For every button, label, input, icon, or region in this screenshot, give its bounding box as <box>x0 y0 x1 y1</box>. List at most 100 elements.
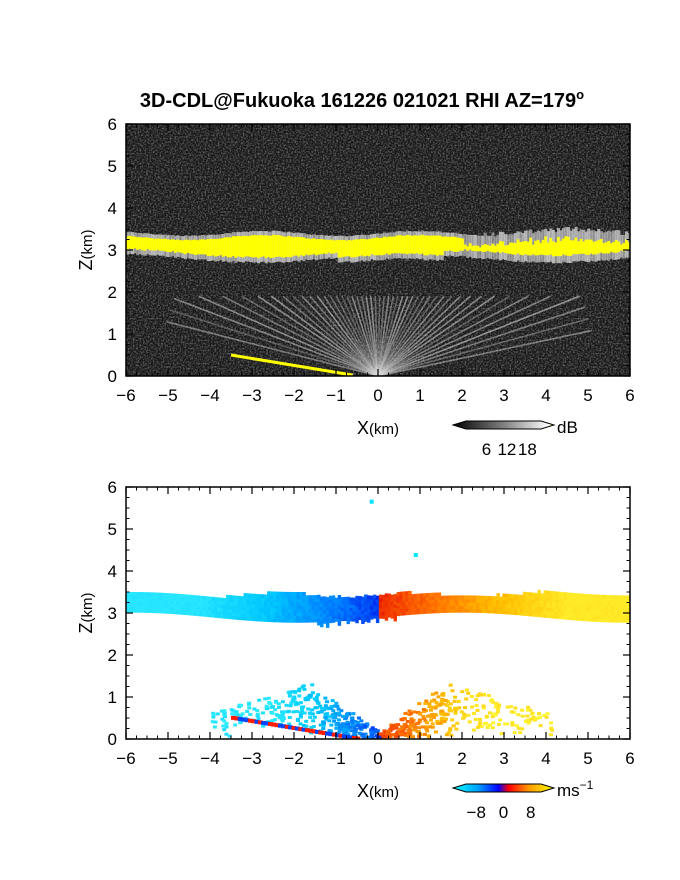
velocity-cloud-cell <box>499 610 503 614</box>
velocity-cloud-cell <box>517 608 521 612</box>
velocity-fan-cell <box>318 704 323 708</box>
velocity-cloud-cell <box>361 616 365 621</box>
velocity-cloud-cell <box>178 600 183 605</box>
velocity-cloud-cell <box>225 604 230 609</box>
velocity-cloud-cell <box>605 598 609 603</box>
x-tick-label: −2 <box>284 386 303 405</box>
velocity-cloud-cell <box>252 610 256 615</box>
cloud-core-cell <box>468 243 472 250</box>
velocity-cloud-cell <box>622 602 627 606</box>
velocity-fan-cell <box>222 728 227 732</box>
velocity-cloud-cell <box>446 598 450 603</box>
cloud-core-cell <box>388 236 392 255</box>
fan-ray <box>377 295 420 376</box>
velocity-cloud-cell <box>128 605 133 610</box>
velocity-cloud-cell <box>519 608 524 613</box>
velocity-fan-cell <box>365 723 370 727</box>
cloud-core-cell <box>342 239 346 257</box>
velocity-fan-cell <box>276 702 281 706</box>
cloud-core-cell <box>612 241 616 253</box>
velocity-cloud-cell <box>284 618 289 623</box>
velocity-cloud-cell <box>240 609 245 614</box>
velocity-cloud-cell <box>249 596 253 601</box>
velocity-cloud-cell <box>273 615 277 619</box>
velocity-cloud-cell <box>567 592 571 597</box>
velocity-cloud-cell <box>355 605 359 610</box>
velocity-cloud-cell <box>299 591 303 596</box>
velocity-cloud-cell <box>420 603 424 608</box>
surface-echo-cell <box>341 734 347 739</box>
reflectivity-colorbar: dB 6 12 18 <box>451 418 578 459</box>
velocity-fan-cell <box>314 695 319 699</box>
velocity-cloud-cell <box>146 609 151 613</box>
velocity-fan-cell <box>427 725 432 729</box>
velocity-cloud-cell <box>234 605 239 610</box>
velocity-cloud-cell <box>567 605 571 610</box>
velocity-cloud-cell <box>375 599 380 603</box>
velocity-cloud-cell <box>246 606 250 611</box>
velocity-fan-cell <box>425 714 430 718</box>
velocity-fan-cell <box>412 728 417 732</box>
cloud-core-cell <box>395 235 399 254</box>
velocity-cloud-cell <box>267 608 271 612</box>
velocity-cloud-cell <box>290 595 295 600</box>
velocity-fan-cell <box>340 714 345 718</box>
velocity-fan-cell <box>417 734 422 738</box>
velocity-cloud-cell <box>340 613 345 618</box>
velocity-cloud-cell <box>234 599 239 603</box>
velocity-fan-cell <box>327 719 332 723</box>
cloud-core-cell <box>325 239 329 254</box>
velocity-fan-cell <box>334 722 339 726</box>
velocity-cloud-cell <box>311 601 315 606</box>
velocity-cloud-cell <box>399 591 403 596</box>
velocity-cloud-cell <box>555 608 559 613</box>
velocity-cloud-cell <box>178 604 183 608</box>
velocity-cloud-cell <box>531 599 536 604</box>
velocity-fan-cell <box>467 720 472 724</box>
velocity-fan-cell <box>229 708 234 712</box>
velocity-cloud-cell <box>572 613 577 618</box>
velocity-cloud-cell <box>199 612 203 617</box>
velocity-cloud-cell <box>281 601 286 606</box>
velocity-cloud-cell <box>255 610 259 615</box>
velocity-cloud-cell <box>422 596 427 601</box>
fan-ray <box>257 295 379 376</box>
colorbar-tick-label: 8 <box>526 803 535 822</box>
velocity-cloud-cell <box>402 611 406 616</box>
velocity-fan-cell <box>307 693 312 697</box>
velocity-cloud-cell <box>264 607 268 612</box>
velocity-cloud-cell <box>614 618 618 623</box>
velocity-cloud-cell <box>393 610 397 615</box>
velocity-cloud-cell <box>540 606 544 611</box>
velocity-fan-cell <box>312 715 317 719</box>
cloud-core-cell <box>289 236 293 258</box>
velocity-cloud-cell <box>519 604 524 609</box>
velocity-fan-cell <box>309 731 314 735</box>
cloud-core-cell <box>299 237 303 256</box>
velocity-cloud-cell <box>311 618 315 623</box>
velocity-cloud-cell <box>155 599 159 604</box>
cloud-core-cell <box>582 241 586 254</box>
cloud-fringe-cell <box>478 235 482 259</box>
cloud-core-cell <box>589 239 593 254</box>
surface-echo-cell <box>318 730 324 735</box>
velocity-cloud-cell <box>340 607 345 612</box>
velocity-fan-cell <box>345 720 350 724</box>
velocity-cloud-cell <box>584 593 589 598</box>
velocity-fan-cell <box>222 719 227 723</box>
velocity-fan-cell <box>296 719 301 723</box>
velocity-cloud-cell <box>364 614 368 619</box>
velocity-fan-cell <box>211 715 216 719</box>
velocity-cloud-cell <box>278 598 283 603</box>
velocity-cloud-cell <box>331 598 336 603</box>
velocity-cloud-cell <box>270 598 274 602</box>
velocity-cloud-cell <box>614 615 618 620</box>
velocity-fan-cell <box>434 691 439 695</box>
cloud-core-cell <box>567 236 571 256</box>
velocity-fan-cell <box>239 713 244 717</box>
velocity-cloud-cell <box>202 596 206 600</box>
velocity-cloud-cell <box>346 620 350 625</box>
velocity-cloud-cell <box>187 611 192 616</box>
velocity-cloud-cell <box>455 598 459 603</box>
velocity-cloud-cell <box>231 615 236 620</box>
